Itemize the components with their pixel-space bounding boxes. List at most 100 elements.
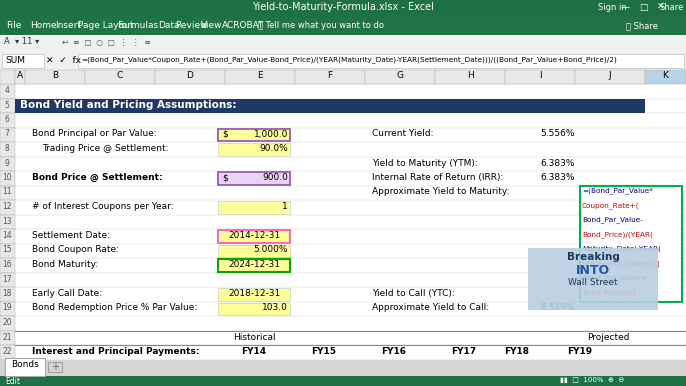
Text: 90.0%: 90.0%	[259, 144, 288, 153]
Text: SUM: SUM	[5, 56, 25, 65]
Text: 17: 17	[2, 274, 12, 283]
Text: Yield to Maturity (YTM):: Yield to Maturity (YTM):	[372, 159, 477, 168]
Text: 12: 12	[2, 202, 12, 211]
Text: -: -	[517, 376, 521, 385]
Text: File: File	[6, 21, 21, 30]
Text: C: C	[117, 71, 123, 80]
FancyBboxPatch shape	[0, 156, 15, 171]
Text: 16: 16	[2, 260, 12, 269]
FancyBboxPatch shape	[218, 244, 290, 257]
FancyBboxPatch shape	[645, 70, 686, 84]
FancyBboxPatch shape	[0, 330, 15, 345]
Text: Projected: Projected	[587, 332, 630, 342]
FancyBboxPatch shape	[0, 273, 15, 287]
Text: 18: 18	[2, 289, 12, 298]
Text: J: J	[608, 71, 611, 80]
Text: $: $	[222, 173, 228, 182]
Text: Settlement_Date)))/((: Settlement_Date)))/((	[582, 260, 661, 267]
Text: 15: 15	[2, 245, 12, 254]
Text: Insert: Insert	[55, 21, 81, 30]
FancyBboxPatch shape	[0, 244, 15, 258]
FancyBboxPatch shape	[435, 70, 505, 84]
FancyBboxPatch shape	[0, 301, 15, 316]
FancyBboxPatch shape	[0, 84, 15, 98]
FancyBboxPatch shape	[218, 288, 290, 300]
FancyBboxPatch shape	[580, 186, 682, 301]
Text: Wall Street: Wall Street	[568, 278, 618, 287]
Text: 6: 6	[5, 115, 10, 124]
FancyBboxPatch shape	[2, 54, 44, 68]
Text: -: -	[377, 376, 381, 385]
FancyBboxPatch shape	[218, 143, 290, 156]
Text: F: F	[327, 71, 333, 80]
Text: 23: 23	[2, 362, 12, 371]
Text: $: $	[598, 376, 604, 385]
Text: Data: Data	[158, 21, 180, 30]
FancyBboxPatch shape	[0, 200, 15, 215]
FancyBboxPatch shape	[528, 248, 658, 310]
Text: 20: 20	[2, 318, 12, 327]
Text: ACROBAT: ACROBAT	[222, 21, 264, 30]
Text: 2014-12-31: 2014-12-31	[228, 231, 280, 240]
Text: ✕: ✕	[657, 3, 665, 12]
Text: Bond_Price)/2): Bond_Price)/2)	[582, 289, 635, 296]
Text: Share: Share	[660, 3, 685, 12]
FancyBboxPatch shape	[0, 374, 15, 386]
FancyBboxPatch shape	[0, 316, 15, 330]
Text: E: E	[257, 71, 263, 80]
Text: Trading Price @ Settlement:: Trading Price @ Settlement:	[42, 144, 169, 153]
Text: Bond Principal or Par Value:: Bond Principal or Par Value:	[32, 129, 156, 139]
Text: 6.383%: 6.383%	[541, 159, 575, 168]
FancyBboxPatch shape	[0, 229, 15, 244]
Text: Bond Coupon Rate:: Bond Coupon Rate:	[32, 245, 119, 254]
Text: $: $	[222, 129, 228, 139]
Text: Formulas: Formulas	[117, 21, 158, 30]
Text: 21: 21	[2, 332, 12, 342]
Text: 5.556%: 5.556%	[541, 129, 575, 139]
FancyBboxPatch shape	[218, 303, 290, 315]
Text: Internal Rate of Return (IRR):: Internal Rate of Return (IRR):	[372, 173, 504, 182]
FancyBboxPatch shape	[78, 54, 684, 68]
Text: 1,000.0: 1,000.0	[254, 129, 288, 139]
Text: Breaking: Breaking	[567, 252, 619, 262]
Text: $: $	[256, 376, 262, 385]
FancyBboxPatch shape	[218, 230, 290, 242]
Text: A  ▾ 11 ▾: A ▾ 11 ▾	[4, 37, 39, 46]
FancyBboxPatch shape	[0, 70, 686, 84]
FancyBboxPatch shape	[25, 70, 85, 84]
Text: $: $	[198, 376, 204, 385]
Text: 19: 19	[2, 303, 12, 313]
Text: Settlement Date:: Settlement Date:	[32, 231, 110, 240]
Text: D: D	[187, 71, 193, 80]
Text: 6.383%: 6.383%	[541, 173, 575, 182]
Text: $: $	[523, 376, 529, 385]
FancyBboxPatch shape	[0, 70, 15, 84]
Text: View: View	[201, 21, 222, 30]
FancyBboxPatch shape	[0, 84, 15, 360]
Text: B: B	[52, 71, 58, 80]
Text: Bond_Price)/(YEAR(: Bond_Price)/(YEAR(	[582, 231, 653, 238]
FancyBboxPatch shape	[0, 186, 15, 200]
Text: I: I	[539, 71, 541, 80]
Text: 10: 10	[2, 173, 12, 182]
Text: -: -	[307, 376, 311, 385]
Text: 24: 24	[2, 376, 12, 385]
Text: 1: 1	[282, 202, 288, 211]
FancyBboxPatch shape	[0, 113, 15, 127]
Text: Bonds: Bonds	[11, 360, 39, 369]
Text: Interest and Principal Payments:: Interest and Principal Payments:	[32, 347, 200, 356]
Text: FY17: FY17	[451, 347, 477, 356]
Text: Bond Maturity:: Bond Maturity:	[32, 260, 98, 269]
Text: -: -	[447, 376, 451, 385]
Text: ✕  ✓  fx: ✕ ✓ fx	[46, 56, 81, 65]
Text: 8.549%: 8.549%	[541, 303, 575, 313]
Text: Coupon_Rate+(: Coupon_Rate+(	[582, 202, 639, 209]
Text: FY14: FY14	[241, 347, 267, 356]
FancyBboxPatch shape	[5, 358, 45, 376]
Text: 11: 11	[2, 188, 12, 196]
Text: Historical: Historical	[233, 332, 275, 342]
FancyBboxPatch shape	[218, 201, 290, 213]
Text: Current Yield:: Current Yield:	[372, 129, 434, 139]
FancyBboxPatch shape	[0, 127, 15, 142]
FancyBboxPatch shape	[365, 70, 435, 84]
